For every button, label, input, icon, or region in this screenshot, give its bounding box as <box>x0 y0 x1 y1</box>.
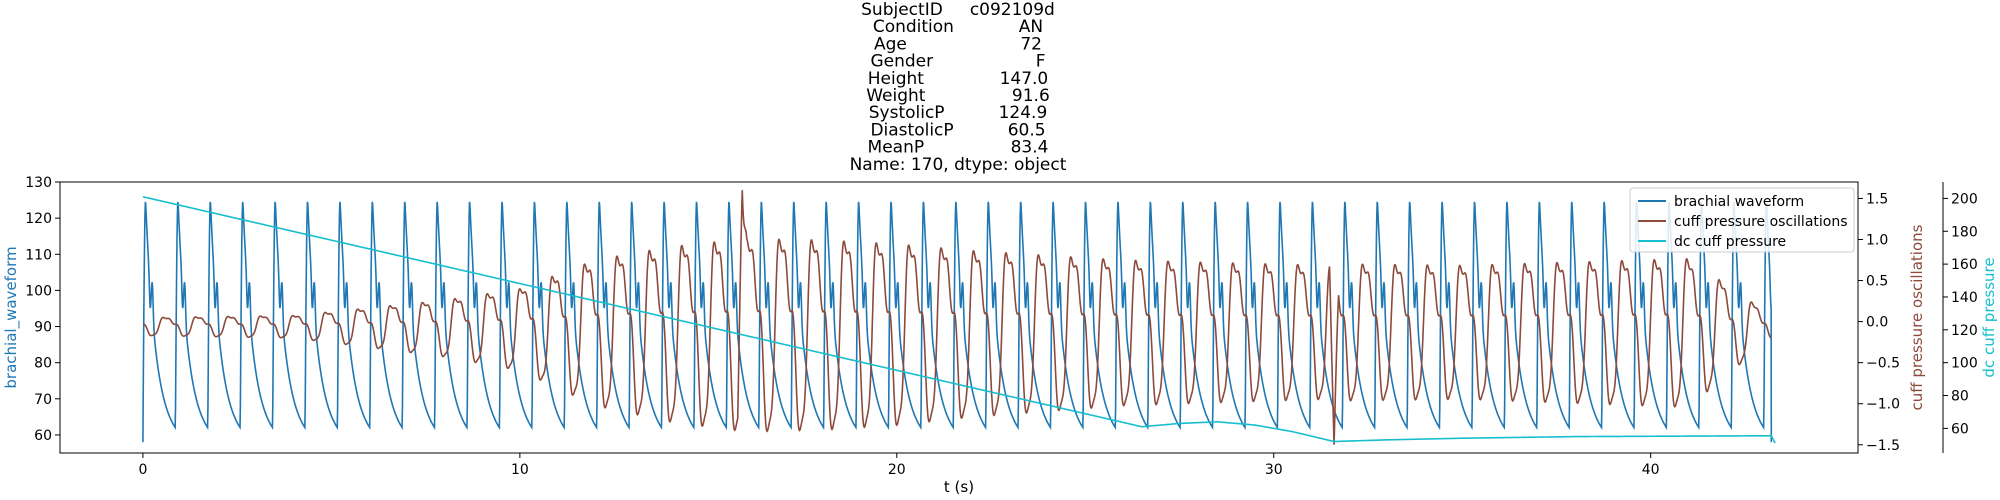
legend-entry: dc cuff pressure <box>1674 234 1786 250</box>
right2-y-tick-label: 100 <box>1951 356 1978 372</box>
x-tick-label: 30 <box>1265 462 1283 478</box>
legend-entry: cuff pressure oscillations <box>1674 214 1848 230</box>
x-tick-label: 0 <box>138 462 147 478</box>
x-tick-label: 20 <box>888 462 906 478</box>
title-line: Condition AN <box>873 17 1043 37</box>
legend: brachial waveform cuff pressure oscillati… <box>1629 187 1855 253</box>
title-line: Age 72 <box>874 34 1042 54</box>
series-group <box>142 190 1776 445</box>
left-y-tick-label: 100 <box>25 283 52 299</box>
right2-y-tick-label: 200 <box>1951 191 1978 207</box>
title-line: Height 147.0 <box>868 69 1049 89</box>
dc-cuff-axis-label: dc cuff pressure <box>1980 257 1998 377</box>
legend-box <box>1629 187 1855 253</box>
right2-y-tick-label: 180 <box>1951 224 1978 240</box>
right1-y-tick-label: −0.5 <box>1866 356 1900 372</box>
left-y-tick-label: 60 <box>34 428 52 444</box>
right1-y-tick-label: −1.5 <box>1866 438 1900 454</box>
right2-y-tick-label: 60 <box>1951 421 1969 437</box>
title-line: SystolicP 124.9 <box>869 103 1048 123</box>
left-y-tick-label: 130 <box>25 175 52 191</box>
right1-y-tick-label: 0.0 <box>1866 315 1888 331</box>
left-y-tick-label: 70 <box>34 392 52 408</box>
dc-cuff-y-axis: 60 80 100 120 140 160 180 200 <box>1942 182 1978 453</box>
left-y-axis: 60 70 80 90 100 110 120 130 <box>25 175 60 444</box>
plot-frame <box>59 181 1859 454</box>
x-axis: 0 10 20 30 40 <box>138 453 1660 478</box>
right1-y-tick-label: 1.5 <box>1866 191 1888 207</box>
legend-entry: brachial waveform <box>1674 194 1804 210</box>
right1-y-tick-label: −1.0 <box>1866 397 1900 413</box>
x-tick-label: 40 <box>1642 462 1660 478</box>
right2-y-tick-label: 160 <box>1951 257 1978 273</box>
title-line: DiastolicP 60.5 <box>870 120 1045 140</box>
x-tick-label: 10 <box>511 462 529 478</box>
title-line: Weight 91.6 <box>866 86 1050 106</box>
right1-y-tick-label: 0.5 <box>1866 274 1888 290</box>
title-line: SubjectID c092109d <box>861 0 1055 20</box>
title-line: Gender F <box>870 52 1045 72</box>
left-y-axis-label: brachial_waveform <box>2 246 21 388</box>
title-line: MeanP 83.4 <box>868 138 1049 158</box>
left-y-tick-label: 90 <box>34 320 52 336</box>
x-axis-label: t (s) <box>944 478 974 496</box>
left-y-tick-label: 80 <box>34 356 52 372</box>
title-line: Name: 170, dtype: object <box>850 155 1067 175</box>
right1-y-tick-label: 1.0 <box>1866 232 1888 248</box>
right2-y-tick-label: 80 <box>1951 389 1969 405</box>
series-dc-cuff-pressure <box>142 196 1776 444</box>
left-y-tick-label: 120 <box>25 211 52 227</box>
left-y-tick-label: 110 <box>25 247 52 263</box>
series-cuff-pressure-oscillations <box>142 190 1772 445</box>
cuff-oscillation-y-axis: −1.5 −1.0 −0.5 0.0 0.5 1.0 1.5 <box>1858 191 1900 454</box>
cuff-oscillation-axis-label: cuff pressure oscillations <box>1908 224 1926 410</box>
right2-y-tick-label: 140 <box>1951 290 1978 306</box>
series-brachial-waveform <box>142 201 1773 443</box>
right2-y-tick-label: 120 <box>1951 323 1978 339</box>
